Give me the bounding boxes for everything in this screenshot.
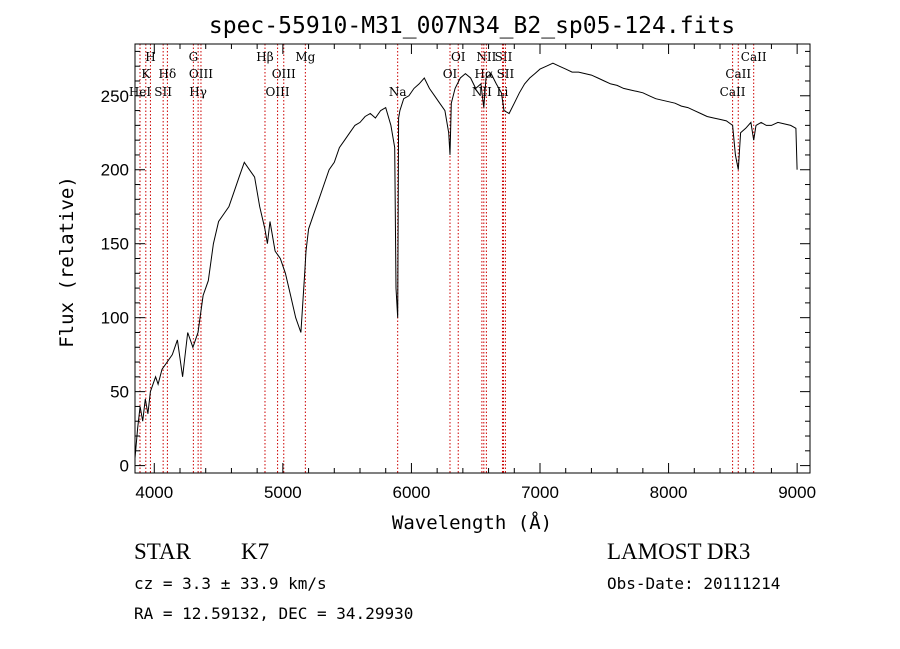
x-axis-label: Wavelength (Å): [392, 511, 552, 534]
line-label-5: G: [189, 50, 199, 64]
y-axis-label: Flux (relative): [56, 176, 78, 348]
y-tick-label-5: 250: [101, 87, 129, 106]
line-label-20: Li: [497, 85, 509, 99]
line-label-18: SII: [497, 67, 515, 81]
spectrum-curve: [134, 62, 798, 459]
plot-frame: [134, 43, 811, 474]
line-label-8: Hβ: [256, 50, 273, 64]
x-tick-label-1: 5000: [264, 483, 302, 502]
x-tick-label-3: 7000: [521, 483, 559, 502]
line-label-4: SII: [154, 85, 172, 99]
line-label-13: OI: [451, 50, 466, 64]
line-label-22: CaII: [725, 67, 751, 81]
y-tick-label-2: 100: [101, 309, 129, 328]
coordinates-text: RA = 12.59132, DEC = 34.29930: [134, 604, 413, 623]
redshift-text: cz = 3.3 ± 33.9 km/s: [134, 574, 327, 593]
line-label-21: CaII: [741, 50, 767, 64]
line-label-9: OIII: [272, 67, 296, 81]
chart-title: spec-55910-M31_007N34_B2_sp05-124.fits: [209, 13, 735, 39]
line-label-3: HeI: [129, 85, 152, 99]
line-label-1: K: [141, 67, 151, 81]
line-label-11: Mg: [295, 50, 315, 64]
line-label-2: Hδ: [159, 67, 177, 81]
line-label-6: OIII: [189, 67, 213, 81]
axis-ticks: 4000 5000 6000 7000 8000 9000 0 50 100 150 200 250: [101, 44, 816, 502]
line-label-14: OI: [443, 67, 458, 81]
y-tick-label-0: 0: [120, 457, 129, 476]
y-tick-label-4: 200: [101, 161, 129, 180]
survey-name: LAMOST DR3: [607, 539, 750, 564]
object-subclass: K7: [241, 539, 269, 564]
x-tick-label-5: 9000: [778, 483, 816, 502]
y-tick-label-3: 150: [101, 235, 129, 254]
line-label-17: Hα: [475, 67, 494, 81]
line-label-12: Na: [389, 85, 407, 99]
line-label-15: NII: [476, 50, 496, 64]
x-tick-label-2: 6000: [393, 483, 431, 502]
line-label-23: CaII: [720, 85, 746, 99]
line-label-16: SII: [495, 50, 513, 64]
line-label-10: OIII: [266, 85, 290, 99]
y-tick-label-1: 50: [110, 383, 129, 402]
object-class: STAR: [134, 539, 192, 564]
x-tick-label-4: 8000: [650, 483, 688, 502]
line-label-7: Hγ: [189, 85, 207, 99]
spectrum-curve-group: [134, 62, 798, 459]
x-tick-label-0: 4000: [135, 483, 173, 502]
line-label-0: H: [145, 50, 155, 64]
observation-date: Obs-Date: 20111214: [607, 574, 780, 593]
